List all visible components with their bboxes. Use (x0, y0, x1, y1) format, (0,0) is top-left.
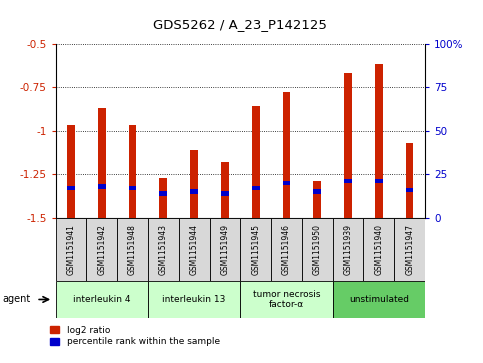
Bar (117, 218, 148, 281)
Bar (333, 218, 364, 281)
Bar (67, 126, 75, 218)
Bar (364, 218, 394, 281)
Bar (210, 218, 240, 281)
Text: GDS5262 / A_23_P142125: GDS5262 / A_23_P142125 (154, 18, 327, 31)
Bar (148, 218, 179, 281)
Bar (86, 218, 117, 281)
Bar (159, 191, 167, 196)
Text: GSM1151948: GSM1151948 (128, 224, 137, 275)
Text: GSM1151946: GSM1151946 (282, 224, 291, 275)
Bar (283, 92, 290, 218)
Text: interleukin 13: interleukin 13 (162, 295, 226, 304)
Bar (190, 150, 198, 218)
Bar (221, 162, 229, 218)
Bar (283, 181, 290, 185)
Bar (375, 179, 383, 183)
Bar (98, 184, 106, 189)
Text: unstimulated: unstimulated (349, 295, 409, 304)
Bar (333, 281, 425, 318)
Bar (98, 108, 106, 218)
Bar (394, 218, 425, 281)
Bar (271, 218, 302, 281)
Bar (159, 178, 167, 218)
Bar (313, 189, 321, 194)
Bar (148, 281, 241, 318)
Bar (240, 218, 271, 281)
Text: GSM1151947: GSM1151947 (405, 224, 414, 275)
Bar (56, 218, 86, 281)
Text: GSM1151944: GSM1151944 (190, 224, 199, 275)
Bar (221, 191, 229, 196)
Text: GSM1151949: GSM1151949 (220, 224, 229, 275)
Bar (375, 65, 383, 218)
Text: GSM1151943: GSM1151943 (159, 224, 168, 275)
Text: GSM1151942: GSM1151942 (97, 224, 106, 275)
Text: GSM1151941: GSM1151941 (67, 224, 75, 275)
Bar (190, 189, 198, 194)
Bar (240, 281, 333, 318)
Bar (56, 281, 148, 318)
Text: GSM1151939: GSM1151939 (343, 224, 353, 275)
Bar (313, 181, 321, 218)
Text: agent: agent (2, 294, 30, 305)
Bar (179, 218, 210, 281)
Text: GSM1151945: GSM1151945 (251, 224, 260, 275)
Bar (128, 186, 136, 190)
Bar (302, 218, 333, 281)
Bar (67, 186, 75, 190)
Legend: log2 ratio, percentile rank within the sample: log2 ratio, percentile rank within the s… (50, 326, 220, 346)
Bar (344, 73, 352, 218)
Bar (252, 186, 259, 190)
Bar (128, 126, 136, 218)
Text: GSM1151950: GSM1151950 (313, 224, 322, 275)
Text: tumor necrosis
factor-α: tumor necrosis factor-α (253, 290, 320, 309)
Bar (344, 179, 352, 183)
Text: GSM1151940: GSM1151940 (374, 224, 384, 275)
Text: interleukin 4: interleukin 4 (73, 295, 130, 304)
Bar (406, 188, 413, 192)
Bar (252, 106, 259, 218)
Bar (406, 143, 413, 218)
